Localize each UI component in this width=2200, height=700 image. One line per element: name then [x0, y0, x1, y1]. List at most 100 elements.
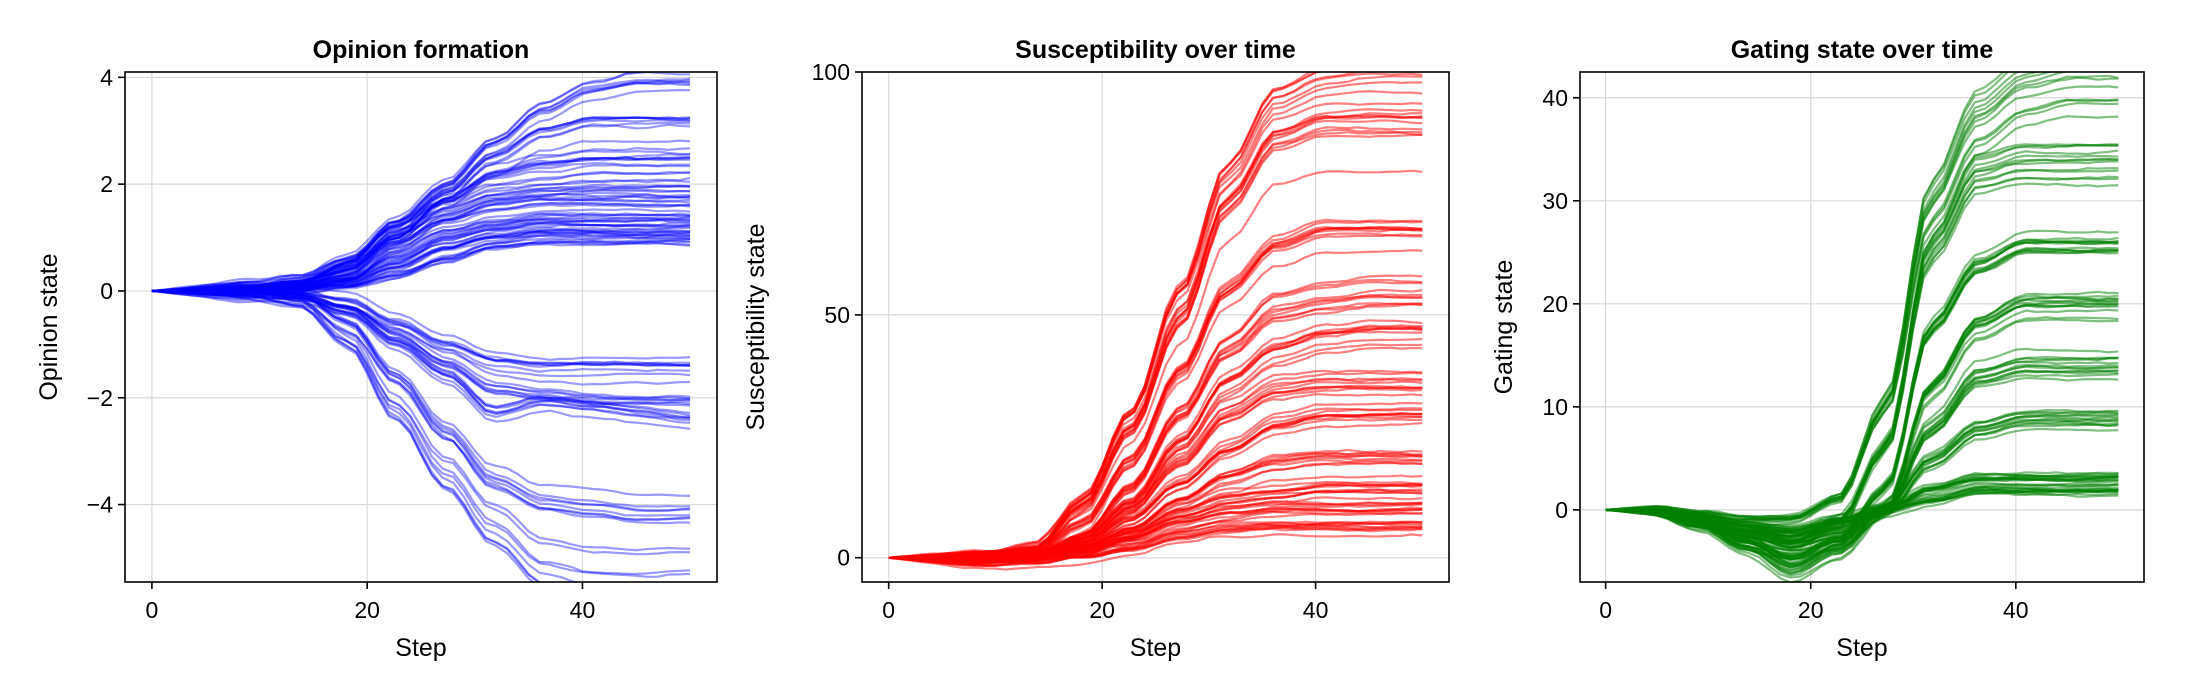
series-line	[151, 216, 691, 293]
series-line	[151, 80, 691, 293]
series-line	[151, 116, 691, 293]
series-line	[151, 79, 691, 293]
x-axis-label: Step	[1836, 634, 1887, 662]
series-line	[1605, 482, 2119, 537]
x-tick-label: 0	[1599, 597, 1612, 623]
series-line	[151, 185, 691, 296]
panel-3: 0 20 40 0 10 20 30 40 Gating state over time Step…	[1490, 36, 2145, 662]
series-line	[151, 229, 691, 293]
series-line	[151, 118, 691, 293]
y-axis-label: Susceptibility state	[742, 223, 770, 430]
series-line	[151, 223, 691, 293]
chart-title: Susceptibility over time	[1015, 36, 1296, 64]
y-tick-label: 0	[100, 278, 113, 304]
series-line	[151, 223, 691, 297]
series-line	[151, 208, 691, 293]
y-tick-label: 30	[1542, 188, 1568, 214]
y-tick-label: 0	[837, 545, 850, 571]
series-line	[151, 189, 691, 296]
series-line	[151, 203, 691, 293]
y-axis-label: Opinion state	[35, 253, 63, 400]
series-line	[1605, 421, 2119, 546]
series-line	[151, 216, 691, 293]
series-line	[151, 289, 691, 402]
y-tick-label: 10	[1542, 394, 1568, 420]
series-line	[151, 289, 691, 373]
series-line	[151, 198, 691, 296]
series-line	[151, 289, 691, 368]
series-line	[151, 280, 691, 361]
series-line	[151, 241, 691, 294]
series-line	[151, 230, 691, 294]
series-line	[151, 285, 691, 367]
series-line	[151, 72, 689, 293]
series-group	[1605, 72, 2119, 582]
series-line	[151, 184, 691, 293]
series-line	[151, 228, 691, 293]
panel-1: 0 20 40 −4 −2 0 2 4 Opinion formation Step Opinion…	[35, 36, 718, 662]
y-tick-label: −4	[87, 492, 113, 518]
series-line	[151, 218, 691, 293]
series-line	[151, 289, 691, 525]
series-line	[151, 289, 691, 522]
series-line	[151, 195, 691, 293]
series-line	[151, 236, 691, 293]
series-line	[151, 170, 691, 293]
panel-2: 0 20 40 0 50 100 Susceptibility over time Step S…	[742, 36, 1450, 662]
series-group	[151, 72, 691, 582]
y-tick-label: 40	[1542, 85, 1568, 111]
series-line	[151, 283, 691, 386]
series-line	[151, 139, 691, 293]
y-axis-label: Gating state	[1490, 260, 1518, 395]
series-line	[151, 289, 535, 582]
series-line	[1605, 491, 2119, 544]
x-tick-label: 40	[570, 597, 596, 623]
series-line	[151, 221, 691, 293]
x-axis-label: Step	[395, 634, 446, 662]
series-line	[151, 289, 691, 365]
series-line	[151, 115, 691, 293]
x-tick-label: 40	[2003, 597, 2029, 623]
series-line	[151, 288, 691, 552]
chart-title: Gating state over time	[1731, 36, 1994, 64]
series-line	[151, 289, 691, 405]
series-line	[151, 201, 691, 293]
series-line	[1605, 290, 2119, 582]
y-tick-label: 2	[100, 171, 113, 197]
series-line	[151, 191, 691, 293]
series-line	[151, 162, 691, 293]
x-tick-label: 0	[146, 597, 159, 623]
series-line	[151, 81, 691, 294]
series-line	[151, 218, 691, 293]
series-line	[151, 289, 691, 406]
series-line	[151, 288, 691, 415]
series-line	[151, 233, 691, 293]
series-line	[151, 116, 691, 293]
series-line	[151, 164, 691, 293]
series-line	[151, 228, 691, 293]
series-line	[151, 289, 546, 582]
series-line	[151, 218, 691, 293]
series-line	[151, 225, 691, 293]
series-line	[151, 122, 691, 296]
series-line	[151, 289, 691, 378]
x-axis-label: Step	[1130, 634, 1181, 662]
series-line	[151, 149, 691, 293]
series-line	[151, 233, 691, 293]
y-tick-label: 4	[100, 64, 113, 90]
series-line	[151, 289, 581, 582]
series-line	[151, 289, 545, 582]
y-tick-label: −2	[87, 385, 113, 411]
series-line	[151, 72, 691, 293]
y-tick-label: 100	[812, 59, 850, 85]
series-line	[151, 147, 691, 293]
plot-frame	[861, 71, 1450, 583]
y-tick-label: 50	[824, 302, 850, 328]
series-line	[151, 289, 691, 418]
plot-frame	[124, 71, 718, 583]
series-line	[151, 287, 691, 508]
series-line	[151, 170, 691, 293]
series-line	[151, 212, 691, 293]
series-line	[1605, 471, 2119, 527]
series-line	[151, 289, 691, 399]
